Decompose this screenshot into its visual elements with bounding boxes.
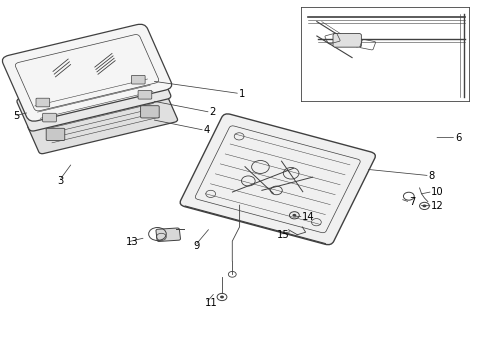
Text: 11: 11 (204, 298, 217, 308)
Text: 12: 12 (430, 201, 443, 211)
Text: 5: 5 (13, 111, 19, 121)
FancyBboxPatch shape (28, 93, 177, 154)
Text: 3: 3 (58, 176, 64, 186)
Text: 6: 6 (454, 132, 460, 143)
FancyBboxPatch shape (17, 66, 170, 131)
Text: 13: 13 (126, 237, 139, 247)
FancyBboxPatch shape (42, 113, 56, 122)
Text: 1: 1 (238, 89, 244, 99)
Text: 7: 7 (408, 197, 414, 207)
Circle shape (292, 214, 296, 217)
Circle shape (422, 204, 426, 207)
FancyBboxPatch shape (2, 24, 171, 121)
FancyBboxPatch shape (180, 114, 375, 245)
FancyBboxPatch shape (138, 90, 151, 99)
Text: 2: 2 (209, 107, 215, 117)
Text: 15: 15 (276, 230, 289, 240)
Circle shape (220, 296, 224, 298)
Text: 4: 4 (203, 125, 209, 135)
Text: 14: 14 (302, 212, 314, 222)
FancyBboxPatch shape (36, 98, 50, 107)
FancyBboxPatch shape (46, 128, 64, 140)
Text: 8: 8 (427, 171, 434, 181)
FancyBboxPatch shape (332, 33, 361, 47)
Text: 10: 10 (430, 186, 443, 197)
Text: 9: 9 (193, 240, 200, 251)
FancyBboxPatch shape (131, 75, 145, 84)
FancyBboxPatch shape (156, 228, 180, 242)
FancyBboxPatch shape (141, 106, 159, 118)
